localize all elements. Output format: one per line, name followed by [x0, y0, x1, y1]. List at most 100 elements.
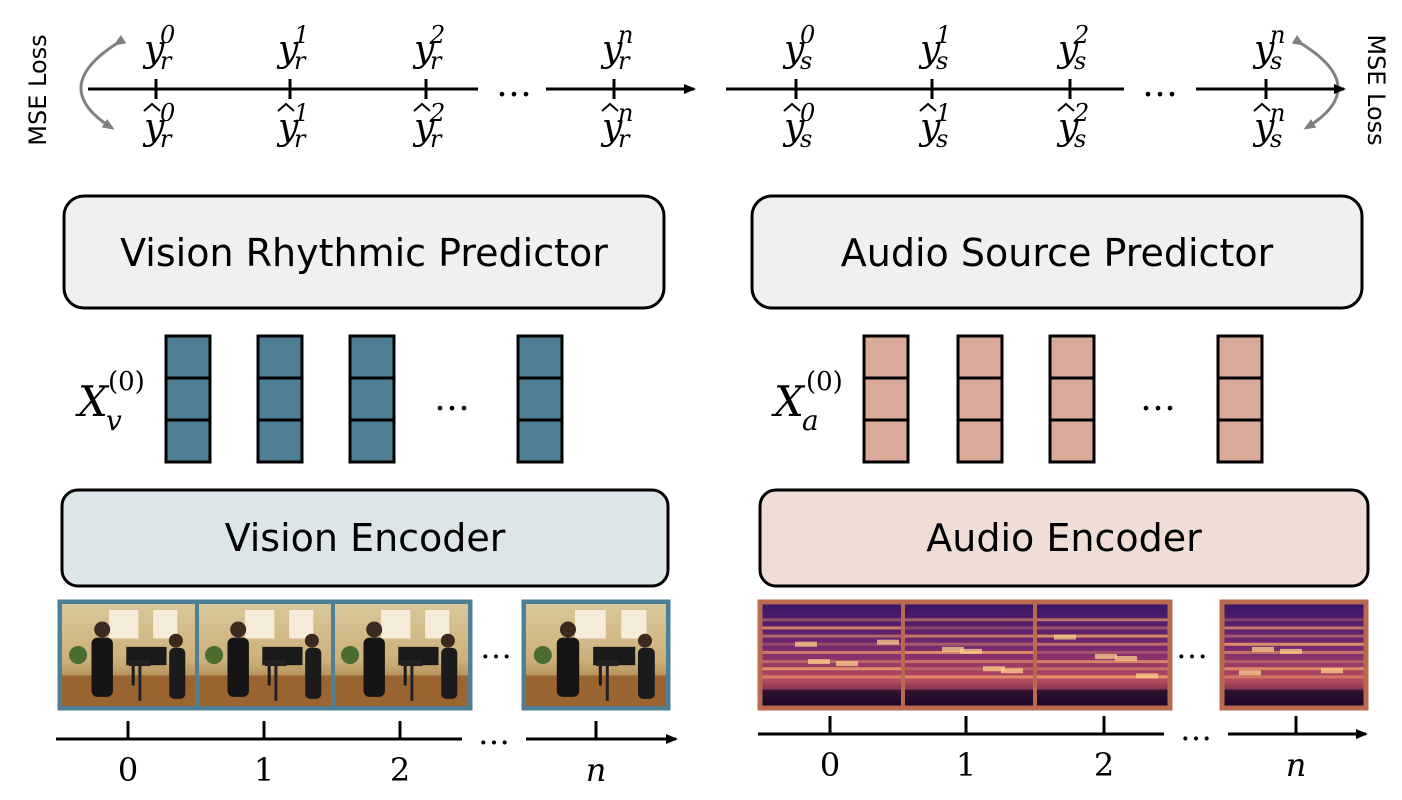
audio-tick-label: 2 — [1094, 746, 1114, 784]
audio-encoder-label: Audio Encoder — [926, 516, 1202, 560]
audio-axis-ellipsis: … — [1180, 710, 1212, 748]
audio-token-column — [1048, 334, 1096, 464]
audio-token-column — [862, 334, 910, 464]
source-target-sup: 1 — [936, 21, 951, 49]
rhythm-target: y — [276, 29, 299, 70]
rhythm-target-sub: r — [430, 47, 443, 75]
rhythm-target-sup: 1 — [294, 21, 309, 49]
vision-token-cell — [348, 334, 396, 380]
vision-token-ellipsis: … — [434, 378, 470, 419]
svg-text:X: X — [771, 377, 806, 426]
source-target-sub: s — [1270, 47, 1282, 75]
source-target-sub: s — [936, 47, 948, 75]
vision-token-cell — [164, 376, 212, 422]
audio-token-cell — [862, 376, 910, 422]
vision-feature-label: X v (0) — [75, 367, 145, 437]
rhythm-target-sub: r — [618, 47, 631, 75]
svg-text:X: X — [75, 377, 110, 426]
spectrogram-last-border — [1219, 599, 1369, 711]
source-target-sup: n — [1270, 21, 1285, 49]
audio-tick-label: n — [1286, 746, 1307, 784]
rhythm-target: y — [600, 29, 623, 70]
rhythm-prediction-sub: r — [294, 125, 307, 153]
video-frame — [526, 604, 666, 706]
audio-encoder-box — [758, 488, 1370, 588]
vision-token-cell — [256, 418, 304, 464]
rhythm-ellipsis: … — [496, 64, 532, 105]
vision-tick-label: 0 — [118, 751, 138, 789]
spectrogram-frame — [904, 604, 1034, 706]
audio-token-cell — [862, 418, 910, 464]
vision-tick-label: n — [586, 751, 607, 789]
vision-token-cell — [348, 376, 396, 422]
audio-token-column — [1216, 334, 1264, 464]
audio-token-cell — [1216, 418, 1264, 464]
spectrogram-group-border — [757, 599, 1173, 711]
rhythm-target-sub: r — [160, 47, 173, 75]
vision-predictor-box — [62, 194, 666, 310]
rhythm-prediction: y — [276, 107, 299, 148]
audio-token-cell — [956, 334, 1004, 380]
source-target: y — [918, 29, 941, 70]
left-loss-arrow — [79, 34, 127, 130]
source-prediction-sub: s — [1074, 125, 1086, 153]
rhythm-prediction-sub: r — [430, 125, 443, 153]
audio-token-cell — [1048, 376, 1096, 422]
rhythm-target-sup: 2 — [429, 21, 445, 49]
vision-predictor-label: Vision Rhythmic Predictor — [120, 231, 608, 275]
source-prediction: y — [782, 107, 805, 148]
vision-encoder-box — [60, 488, 670, 588]
audio-token-ellipsis: … — [1140, 378, 1176, 419]
right-loss-arrow — [1291, 34, 1340, 130]
audio-time-axis: … 0 1 2 n — [758, 710, 1368, 784]
rhythm-prediction: y — [142, 107, 165, 148]
source-prediction-sup: 0 — [800, 99, 815, 127]
source-target: y — [782, 29, 805, 70]
audio-token-column — [956, 334, 1004, 464]
video-frame — [334, 604, 468, 706]
audio-token-cell — [862, 334, 910, 380]
rhythm-prediction-sup: 2 — [429, 99, 445, 127]
svg-text:(0): (0) — [806, 367, 843, 397]
vision-token-cell — [516, 376, 564, 422]
source-prediction-sup: n — [1270, 99, 1285, 127]
vision-token-column — [348, 334, 396, 464]
audio-token-cell — [1216, 376, 1264, 422]
rhythm-prediction-sup: 0 — [160, 99, 175, 127]
spectrogram-frame — [762, 604, 902, 706]
vision-token-cell — [256, 376, 304, 422]
video-frame-last-border — [521, 599, 671, 711]
source-target-sub: s — [1074, 47, 1086, 75]
source-prediction: y — [918, 107, 941, 148]
vision-tick-label: 2 — [390, 751, 410, 789]
video-frame-strip — [57, 599, 671, 711]
source-prediction: y — [1252, 107, 1275, 148]
audio-predictor-label: Audio Source Predictor — [841, 231, 1274, 275]
rhythm-prediction: y — [412, 107, 435, 148]
audio-tick-label: 1 — [956, 746, 976, 784]
vision-token-row — [164, 334, 564, 464]
video-frame-group-border — [57, 599, 473, 711]
rhythm-target-sup: 0 — [160, 21, 175, 49]
spectrogram-strip — [757, 599, 1369, 711]
svg-text:(0): (0) — [108, 367, 145, 397]
spectrogram-frame — [1036, 604, 1168, 706]
rhythm-target-sub: r — [294, 47, 307, 75]
vision-tick-label: 1 — [254, 751, 274, 789]
vision-token-column — [164, 334, 212, 464]
spectrogram-ellipsis: … — [1176, 628, 1208, 666]
rhythm-prediction-sup: n — [618, 99, 633, 127]
vision-token-cell — [164, 418, 212, 464]
audio-feature-label: X a (0) — [771, 367, 843, 437]
vision-token-cell — [164, 334, 212, 380]
rhythm-prediction-sub: r — [618, 125, 631, 153]
vision-encoder-label: Vision Encoder — [225, 516, 506, 560]
